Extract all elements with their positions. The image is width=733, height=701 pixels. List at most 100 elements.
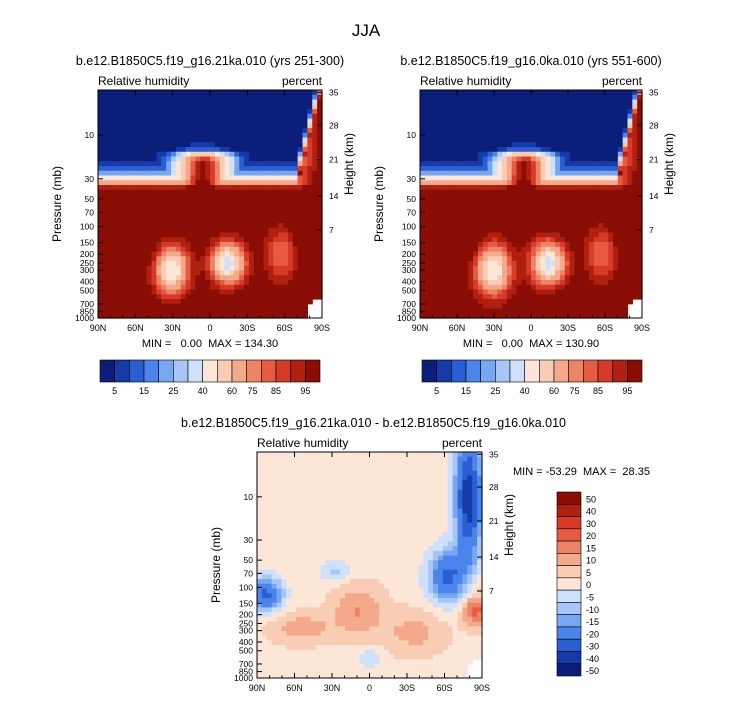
heatmap-cell [569,166,576,172]
heatmap-cell [458,199,465,205]
heatmap-cell [297,289,304,295]
heatmap-cell [276,475,283,481]
heatmap-cell [608,237,614,243]
heatmap-cell [281,588,287,594]
heatmap-cell [234,303,240,310]
heatmap-cell [588,308,595,314]
heatmap-cell [244,261,250,267]
heatmap-cell [574,280,580,286]
heatmap-cell [317,109,323,115]
heatmap-cell [253,213,260,219]
heatmap-cell [219,256,226,262]
heatmap-cell [439,185,445,191]
heatmap-cell [180,142,187,148]
heatmap-cell [190,265,196,272]
heatmap-cell [286,456,292,463]
heatmap-cell [253,151,260,158]
heatmap-cell [477,237,484,243]
heatmap-cell [492,294,498,300]
heatmap-cell [122,294,128,300]
heatmap-cell [593,308,600,314]
heatmap-cell [146,246,153,253]
heatmap-cell [516,261,522,267]
heatmap-cell [112,213,119,219]
heatmap-cell [593,161,600,167]
heatmap-cell [190,232,196,238]
heatmap-cell [261,645,268,651]
heatmap-cell [190,99,196,105]
heatmap-cell [420,151,426,158]
heatmap-cell [511,208,518,215]
heatmap-cell [608,223,614,229]
heatmap-cell [545,218,551,224]
heatmap-cell [458,180,465,186]
heatmap-cell [286,560,292,566]
heatmap-cell [637,175,643,181]
heatmap-cell [112,113,119,120]
heatmap-cell [569,246,576,253]
heatmap-cell [146,213,153,219]
heatmap-cell [627,223,633,229]
heatmap-cell [244,199,250,205]
heatmap-cell [588,270,595,276]
y-tick-label: 100 [80,222,94,232]
heatmap-cell [487,265,493,272]
heatmap-cell [219,94,226,101]
heatmap-cell [453,204,460,210]
heatmap-cell [271,480,278,486]
heatmap-cell [141,213,148,219]
heatmap-cell [540,118,547,124]
variable-label: Relative humidity [420,74,511,88]
heatmap-cell [291,456,297,463]
heatmap-cell [292,204,299,210]
colorbar-label: 75 [248,386,258,396]
heatmap-cell [171,90,177,96]
heatmap-cell [448,142,455,148]
heatmap-cell [278,237,284,243]
heatmap-cell [200,246,206,253]
heatmap-cell [180,90,187,96]
heatmap-cell [141,118,148,124]
heatmap-cell [312,294,318,300]
heatmap-cell [468,299,474,305]
heatmap-cell [506,142,513,148]
heatmap-cell [588,227,595,234]
heatmap-cell [195,213,201,219]
heatmap-cell [190,299,196,305]
heatmap-cell [166,151,172,158]
heatmap-cell [261,654,268,660]
heatmap-cell [463,303,469,310]
heatmap-cell [424,185,431,191]
heatmap-cell [502,166,508,172]
heatmap-cell [102,284,109,291]
heatmap-cell [268,137,274,143]
heatmap-cell [258,237,265,243]
heatmap-cell [569,109,576,115]
heatmap-cell [497,223,503,229]
heatmap-cell [608,199,614,205]
heatmap-cell [171,180,177,186]
heatmap-cell [429,289,436,295]
heatmap-cell [291,621,297,627]
heatmap-cell [307,166,313,172]
heatmap-cell [492,261,498,267]
heatmap-cell [473,151,479,158]
heatmap-cell [112,308,119,314]
heatmap-cell [463,232,469,238]
heatmap-cell [598,199,604,205]
heatmap-cell [239,237,245,243]
heatmap-cell [219,189,226,196]
colorbar-box [421,359,437,383]
heatmap-cell [146,294,153,300]
heatmap-cell [171,237,177,243]
heatmap-cell [482,109,489,115]
heatmap-cell [132,104,138,110]
heatmap-cell [219,185,226,191]
heatmap-cell [448,237,455,243]
heatmap-cell [185,94,192,101]
colorbar-label: 95 [300,386,310,396]
heatmap-cell [463,118,469,124]
heatmap-cell [317,147,323,153]
heatmap-cell [281,461,287,467]
heatmap-cell [257,536,263,543]
